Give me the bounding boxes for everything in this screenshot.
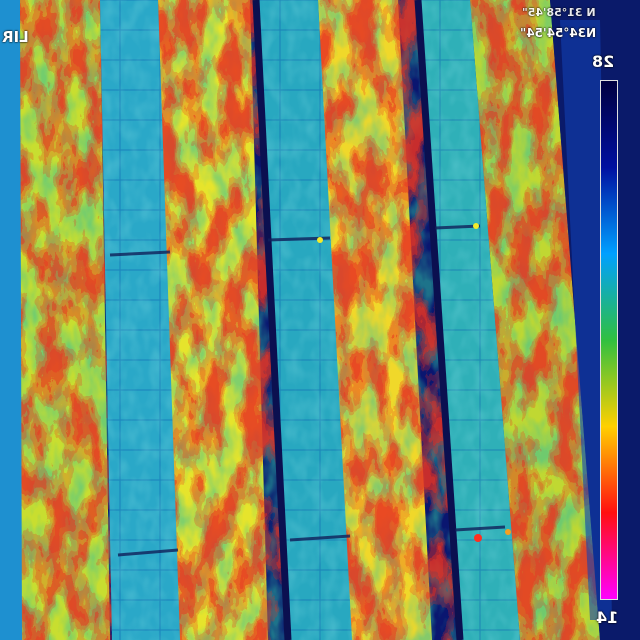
overlay-label: LIR — [2, 28, 29, 46]
hot-spots — [317, 223, 511, 542]
scale-min-label: 14 — [596, 608, 619, 627]
coordinate-line-2: N34°54'54" — [520, 26, 597, 40]
scale-max-label: 28 — [592, 52, 615, 71]
row-gaps — [252, 0, 464, 640]
temperature-color-scale — [600, 80, 618, 600]
coordinate-line-1: N 31°58'45" — [522, 6, 596, 19]
row-seams — [109, 224, 506, 557]
